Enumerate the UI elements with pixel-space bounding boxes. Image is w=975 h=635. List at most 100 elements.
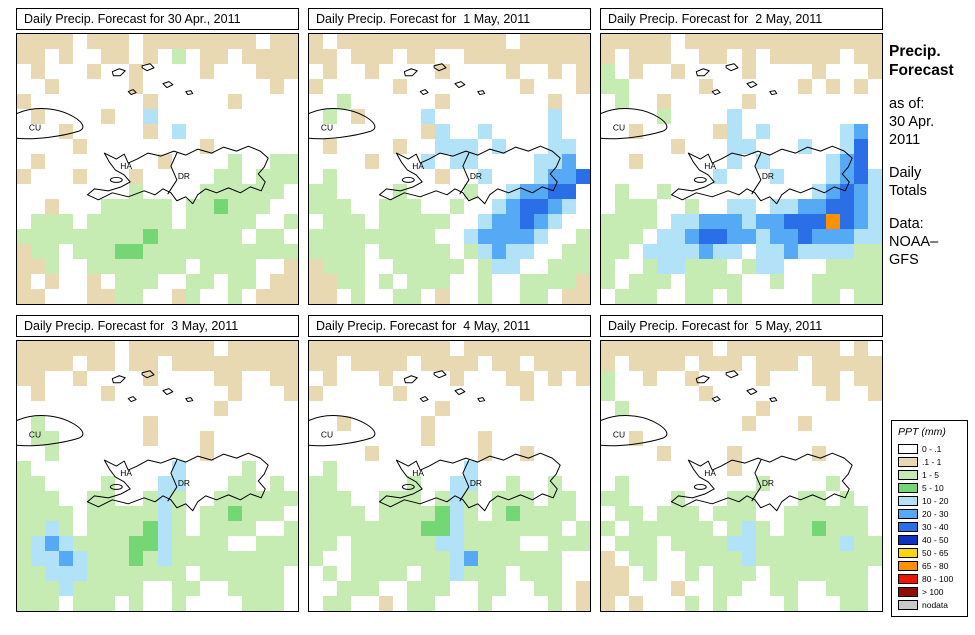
grid-cell	[17, 371, 32, 386]
grid-cell	[171, 476, 186, 491]
grid-cell	[115, 566, 130, 581]
grid-cell	[449, 341, 464, 356]
grid-cell	[393, 476, 408, 491]
grid-cell	[713, 566, 728, 581]
grid-cell	[727, 551, 742, 566]
grid-cell	[699, 49, 714, 64]
legend-swatch	[898, 560, 918, 571]
grid-cell	[615, 139, 630, 154]
grid-cell	[769, 506, 784, 521]
grid-cell	[309, 199, 324, 214]
grid-cell	[393, 566, 408, 581]
grid-cell	[323, 581, 338, 596]
grid-cell	[839, 79, 854, 94]
grid-cell	[157, 184, 172, 199]
grid-cell	[505, 416, 520, 431]
grid-cell	[839, 581, 854, 596]
grid-cell	[505, 274, 520, 289]
grid-cell	[309, 566, 324, 581]
grid-cell	[533, 446, 548, 461]
grid-cell	[699, 184, 714, 199]
grid-cell	[519, 431, 534, 446]
grid-cell	[477, 184, 492, 199]
grid-cell	[477, 416, 492, 431]
grid-cell	[407, 259, 422, 274]
grid-cell	[727, 154, 742, 169]
grid-cell	[477, 124, 492, 139]
grid-cell	[463, 109, 478, 124]
legend-swatch	[898, 521, 918, 532]
grid-cell	[283, 214, 298, 229]
grid-cell	[601, 416, 616, 431]
legend-swatch	[898, 534, 918, 545]
grid-cell	[421, 184, 436, 199]
grid-cell	[73, 371, 88, 386]
grid-cell	[867, 536, 882, 551]
legend-swatch	[898, 599, 918, 610]
grid-cell	[685, 259, 700, 274]
grid-cell	[615, 461, 630, 476]
grid-cell	[699, 536, 714, 551]
grid-cell	[365, 551, 380, 566]
grid-cell	[643, 64, 658, 79]
grid-cell	[783, 109, 798, 124]
grid-cell	[73, 124, 88, 139]
grid-cell	[59, 371, 74, 386]
grid-cell	[435, 371, 450, 386]
grid-cell	[407, 34, 422, 49]
grid-cell	[171, 49, 186, 64]
grid-cell	[241, 259, 256, 274]
grid-cell	[671, 521, 686, 536]
grid-cell	[379, 139, 394, 154]
grid-cell	[129, 446, 144, 461]
grid-cell	[87, 154, 102, 169]
grid-cell	[463, 506, 478, 521]
grid-cell	[811, 341, 826, 356]
grid-cell	[435, 476, 450, 491]
grid-cell	[351, 79, 366, 94]
grid-cell	[269, 551, 284, 566]
grid-cell	[171, 199, 186, 214]
grid-cell	[629, 199, 644, 214]
grid-cell	[477, 49, 492, 64]
panels-grid: Daily Precip. Forecast for 30 Apr., 2011…	[16, 8, 883, 612]
grid-cell	[741, 49, 756, 64]
grid-cell	[407, 491, 422, 506]
grid-cell	[629, 64, 644, 79]
grid-cell	[867, 139, 882, 154]
grid-cell	[783, 94, 798, 109]
grid-cell	[17, 581, 32, 596]
grid-cell	[783, 596, 798, 611]
grid-cell	[643, 34, 658, 49]
grid-cell	[825, 139, 840, 154]
grid-cell	[157, 386, 172, 401]
grid-cell	[491, 169, 506, 184]
grid-cell	[491, 416, 506, 431]
grid-cell	[713, 64, 728, 79]
grid-cell	[17, 229, 32, 244]
legend-entry-label: 30 - 40	[922, 521, 949, 532]
grid-cell	[867, 64, 882, 79]
grid-cell	[87, 416, 102, 431]
grid-cell	[811, 566, 826, 581]
grid-cell	[351, 274, 366, 289]
grid-cell	[129, 49, 144, 64]
grid-cell	[421, 401, 436, 416]
grid-cell	[615, 596, 630, 611]
grid-cell	[615, 214, 630, 229]
grid-cell	[477, 274, 492, 289]
grid-cell	[839, 124, 854, 139]
grid-cell	[283, 109, 298, 124]
grid-cell	[463, 356, 478, 371]
grid-cell	[379, 431, 394, 446]
grid-cell	[213, 49, 228, 64]
grid-cell	[115, 34, 130, 49]
grid-cell	[101, 401, 116, 416]
grid-cell	[255, 341, 270, 356]
grid-cell	[269, 341, 284, 356]
grid-cell	[575, 244, 590, 259]
grid-cell	[351, 214, 366, 229]
grid-cell	[323, 401, 338, 416]
grid-cell	[351, 401, 366, 416]
grid-cell	[87, 581, 102, 596]
